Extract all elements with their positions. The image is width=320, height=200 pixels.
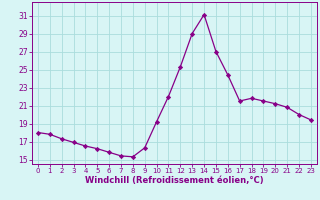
X-axis label: Windchill (Refroidissement éolien,°C): Windchill (Refroidissement éolien,°C) (85, 176, 264, 185)
